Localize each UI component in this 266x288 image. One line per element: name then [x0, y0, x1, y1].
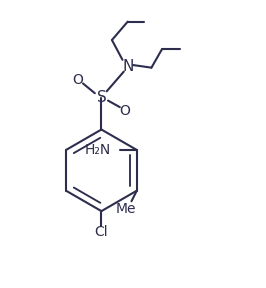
Text: O: O	[72, 73, 83, 86]
Text: S: S	[97, 90, 106, 105]
Text: Cl: Cl	[95, 225, 108, 239]
Text: O: O	[120, 104, 131, 118]
Text: H₂N: H₂N	[84, 143, 110, 157]
Text: Me: Me	[116, 202, 136, 216]
Text: N: N	[122, 59, 134, 74]
